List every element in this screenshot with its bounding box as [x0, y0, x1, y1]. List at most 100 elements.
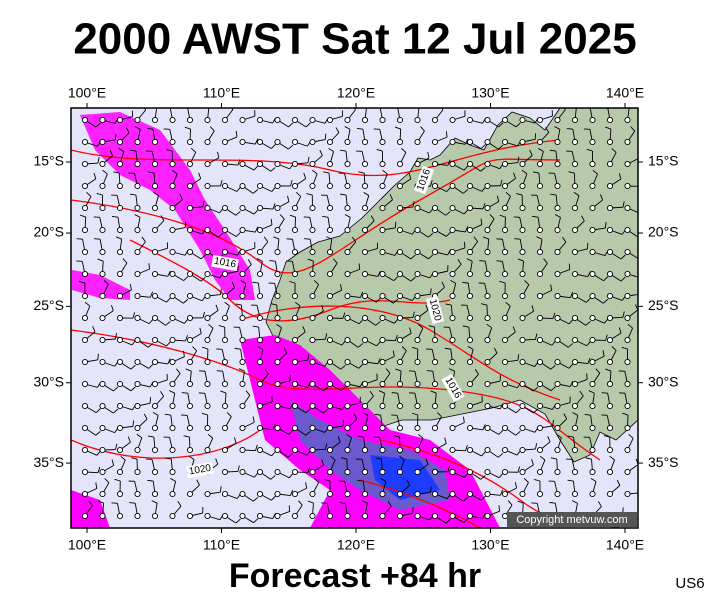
barb-station: [380, 403, 385, 408]
barb-station: [275, 469, 280, 474]
barb-station: [257, 447, 262, 452]
barb-station: [82, 249, 87, 254]
barb-station: [555, 183, 560, 188]
barb-station: [100, 491, 105, 496]
barb-station: [117, 381, 122, 386]
barb-station: [135, 249, 140, 254]
barb-station: [362, 447, 367, 452]
barb-station: [520, 293, 525, 298]
barb-station: [292, 469, 297, 474]
barb-station: [520, 403, 525, 408]
barb-station: [380, 161, 385, 166]
barb-station: [607, 425, 612, 430]
barb-station: [275, 117, 280, 122]
barb-station: [135, 161, 140, 166]
barb-station: [100, 513, 105, 518]
barb-station: [380, 315, 385, 320]
barb-station: [222, 183, 227, 188]
barb-station: [607, 403, 612, 408]
barb-station: [537, 359, 542, 364]
barb-station: [205, 359, 210, 364]
barb-station: [502, 249, 507, 254]
barb-station: [485, 447, 490, 452]
barb-station: [135, 469, 140, 474]
barb-station: [432, 425, 437, 430]
barb-station: [415, 425, 420, 430]
barb-station: [327, 205, 332, 210]
barb-station: [485, 139, 490, 144]
barb-station: [310, 271, 315, 276]
barb-station: [467, 381, 472, 386]
barb-station: [397, 359, 402, 364]
barb-station: [82, 469, 87, 474]
barb-station: [327, 469, 332, 474]
barb-station: [467, 205, 472, 210]
barb-station: [555, 337, 560, 342]
barb-station: [450, 491, 455, 496]
barb-station: [450, 293, 455, 298]
barb-station: [502, 139, 507, 144]
barb-station: [257, 205, 262, 210]
barb-station: [502, 271, 507, 276]
barb-station: [117, 205, 122, 210]
barb-station: [170, 447, 175, 452]
barb-station: [275, 139, 280, 144]
barb-station: [572, 337, 577, 342]
lon-tick-label: 120°E: [337, 85, 375, 101]
barb-feather: [640, 181, 642, 187]
barb-feather: [587, 373, 588, 379]
barb-station: [82, 513, 87, 518]
barb-station: [555, 271, 560, 276]
barb-station: [467, 139, 472, 144]
barb-station: [257, 293, 262, 298]
barb-station: [135, 205, 140, 210]
barb-feather: [395, 222, 396, 228]
barb-station: [450, 139, 455, 144]
barb-station: [82, 337, 87, 342]
barb-station: [117, 359, 122, 364]
barb-station: [222, 447, 227, 452]
barb-station: [135, 425, 140, 430]
barb-station: [292, 513, 297, 518]
barb-station: [555, 425, 560, 430]
barb-feather: [151, 105, 157, 107]
barb-station: [432, 205, 437, 210]
barb-station: [257, 161, 262, 166]
barb-station: [362, 249, 367, 254]
barb-station: [310, 139, 315, 144]
barb-station: [275, 403, 280, 408]
barb-station: [415, 139, 420, 144]
barb-station: [222, 205, 227, 210]
barb-station: [257, 271, 262, 276]
barb-station: [537, 491, 542, 496]
barb-station: [520, 381, 525, 386]
barb-station: [467, 249, 472, 254]
barb-station: [450, 403, 455, 408]
barb-station: [205, 293, 210, 298]
barb-station: [555, 381, 560, 386]
barb-station: [257, 359, 262, 364]
barb-station: [240, 183, 245, 188]
barb-station: [450, 359, 455, 364]
barb-station: [345, 469, 350, 474]
barb-station: [467, 469, 472, 474]
barb-feather: [639, 255, 643, 259]
barb-station: [625, 337, 630, 342]
barb-station: [415, 227, 420, 232]
barb-station: [187, 315, 192, 320]
barb-station: [485, 161, 490, 166]
barb-station: [362, 271, 367, 276]
barb-station: [397, 403, 402, 408]
barb-station: [327, 249, 332, 254]
barb-station: [152, 447, 157, 452]
barb-station: [625, 271, 630, 276]
barb-station: [572, 293, 577, 298]
barb-station: [555, 403, 560, 408]
barb-station: [537, 271, 542, 276]
barb-station: [222, 337, 227, 342]
barb-station: [572, 359, 577, 364]
barb-station: [187, 161, 192, 166]
barb-station: [205, 205, 210, 210]
lat-tick-label: 20°S: [33, 224, 64, 240]
barb-station: [135, 139, 140, 144]
